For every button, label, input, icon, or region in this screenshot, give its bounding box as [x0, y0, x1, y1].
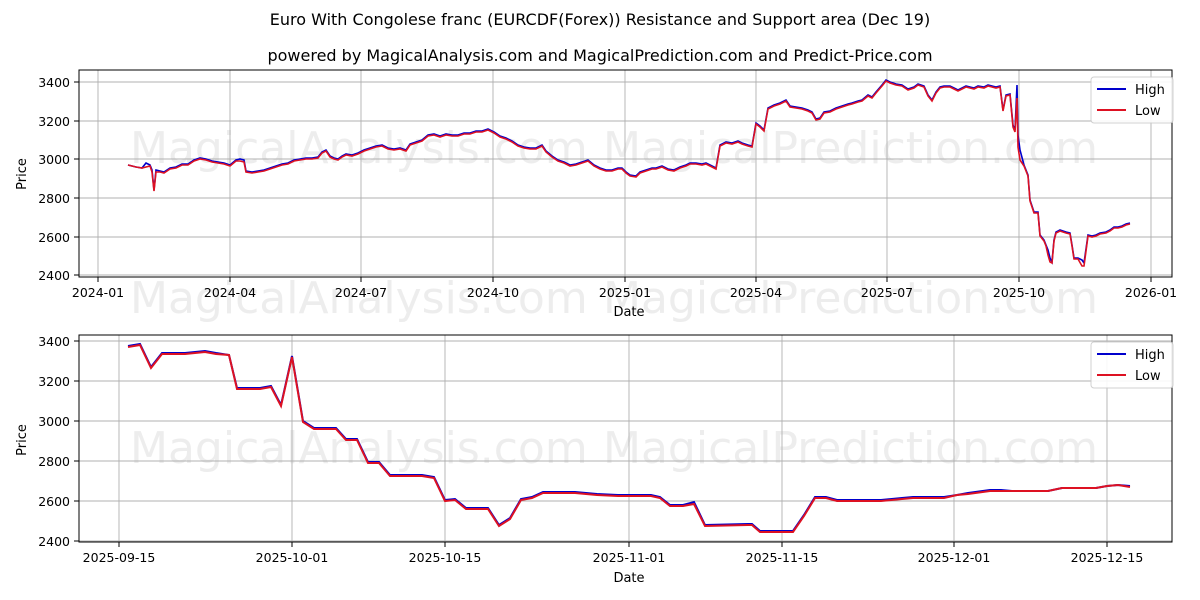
- legend-high-label: High: [1135, 83, 1165, 98]
- x-tick-label: 2024-10: [467, 285, 519, 300]
- top-y-axis: 3400 3200 3000 2800 2600 2400 Price: [15, 75, 79, 283]
- x-tick-label: 2025-12-15: [1071, 550, 1144, 565]
- x-tick-label: 2025-10-01: [256, 550, 329, 565]
- bottom-low-line: [127, 343, 1131, 533]
- bottom-y-grid: [79, 340, 1172, 542]
- y-tick-label: 3000: [38, 414, 70, 429]
- bottom-legend: High Low: [1090, 341, 1174, 389]
- x-tick-label: 2024-04: [204, 285, 256, 300]
- legend-low-label: Low: [1135, 104, 1161, 119]
- bottom-x-grid: [118, 335, 1108, 542]
- y-tick-label: 2600: [38, 494, 70, 509]
- y-axis-label: Price: [15, 158, 30, 190]
- x-axis-label: Date: [613, 571, 644, 586]
- x-tick-label: 2024-01: [72, 285, 124, 300]
- y-tick-label: 2600: [38, 230, 70, 245]
- legend-low-label: Low: [1135, 369, 1161, 384]
- x-tick-label: 2025-10: [993, 285, 1045, 300]
- x-tick-label: 2025-11-15: [746, 550, 819, 565]
- y-tick-label: 3400: [38, 334, 70, 349]
- x-tick-label: 2026-01: [1125, 285, 1177, 300]
- legend-high-label: High: [1135, 348, 1165, 363]
- watermark: MagicalAnalysis.com: [130, 123, 588, 174]
- x-tick-label: 2024-07: [335, 285, 387, 300]
- x-tick-label: 2025-01: [599, 285, 651, 300]
- bottom-panel: MagicalAnalysis.com MagicalPrediction.co…: [15, 334, 1174, 586]
- chart-subtitle: powered by MagicalAnalysis.com and Magic…: [267, 46, 933, 65]
- x-tick-label: 2025-04: [730, 285, 782, 300]
- top-x-axis: 2024-01 2024-04 2024-07 2024-10 2025-01 …: [72, 277, 1177, 320]
- y-tick-label: 2400: [38, 268, 70, 283]
- y-axis-label: Price: [15, 424, 30, 456]
- x-tick-label: 2025-10-15: [409, 550, 482, 565]
- watermark: MagicalPrediction.com: [603, 423, 1098, 474]
- x-tick-label: 2025-07: [861, 285, 913, 300]
- y-tick-label: 3000: [38, 152, 70, 167]
- y-tick-label: 3200: [38, 374, 70, 389]
- y-tick-label: 2800: [38, 454, 70, 469]
- y-tick-label: 3400: [38, 75, 70, 90]
- x-axis-label: Date: [613, 305, 644, 320]
- y-tick-label: 3200: [38, 114, 70, 129]
- x-tick-label: 2025-12-01: [918, 550, 991, 565]
- bottom-y-axis: 3400 3200 3000 2800 2600 2400 Price: [15, 334, 79, 549]
- y-tick-label: 2400: [38, 534, 70, 549]
- watermark: MagicalAnalysis.com: [130, 423, 588, 474]
- y-tick-label: 2800: [38, 191, 70, 206]
- bottom-plot-frame: [78, 334, 1173, 543]
- top-panel: MagicalAnalysis.com MagicalPrediction.co…: [15, 69, 1177, 324]
- watermark: MagicalAnalysis.com: [130, 273, 588, 324]
- top-legend: High Low: [1090, 76, 1174, 124]
- top-low-line: [127, 79, 1131, 267]
- top-y-grid: [79, 81, 1172, 276]
- x-tick-label: 2025-11-01: [593, 550, 666, 565]
- chart-title: Euro With Congolese franc (EURCDF(Forex)…: [269, 10, 931, 29]
- x-tick-label: 2025-09-15: [83, 550, 156, 565]
- watermark: MagicalPrediction.com: [603, 273, 1098, 324]
- bottom-x-axis: 2025-09-15 2025-10-01 2025-10-15 2025-11…: [83, 542, 1144, 586]
